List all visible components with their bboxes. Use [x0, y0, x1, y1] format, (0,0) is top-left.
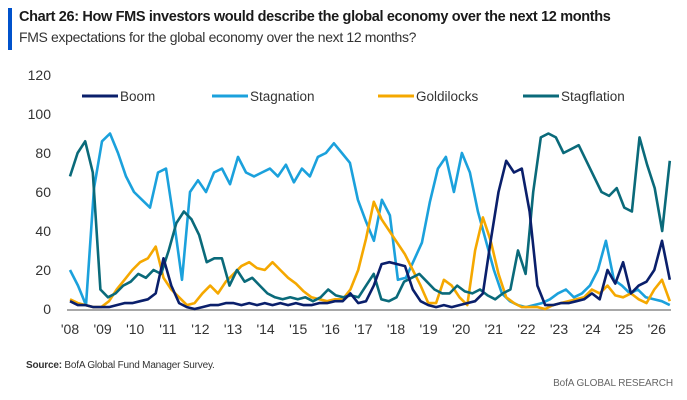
legend: Boom Stagnation Goldilocks Stagflation: [82, 89, 625, 104]
x-tick-label: '23: [550, 321, 568, 337]
x-tick-label: '16: [322, 321, 340, 337]
y-tick-label: 0: [43, 301, 51, 317]
y-tick-label: 20: [35, 262, 51, 278]
series-lines: [68, 132, 672, 311]
x-tick-label: '22: [517, 321, 535, 337]
y-tick-label: 80: [35, 145, 51, 161]
x-tick-label: '25: [615, 321, 633, 337]
series-line-goldilocks: [69, 200, 672, 311]
x-tick-label: '10: [126, 321, 144, 337]
series-line-stagflation: [68, 132, 672, 303]
x-axis-ticks: '08 '09 '10 '11 '12 '13 '14 '15 '16 '17 '18 '19 '20 '…: [61, 321, 666, 337]
line-chart: 0 20 40 60 80 100 120 '08 '09 '10 '11 '12 '13 '14 '15…: [28, 67, 672, 337]
x-tick-label: '08: [61, 321, 79, 337]
x-tick-label: '21: [485, 321, 503, 337]
legend-label-stagnation: Stagnation: [250, 89, 315, 104]
series-line-boom: [69, 159, 672, 311]
x-tick-label: '11: [159, 321, 176, 337]
y-tick-label: 60: [35, 184, 51, 200]
chart-subtitle: FMS expectations for the global economy …: [19, 29, 417, 45]
x-tick-label: '24: [582, 321, 600, 337]
y-axis-ticks: 0 20 40 60 80 100 120: [28, 67, 52, 317]
title-accent-bar: [8, 8, 12, 50]
series-line-stagnation: [68, 132, 671, 309]
y-tick-label: 100: [28, 106, 52, 122]
brand-label: BofA GLOBAL RESEARCH: [553, 378, 673, 389]
x-tick-label: '13: [224, 321, 242, 337]
legend-label-stagflation: Stagflation: [561, 89, 625, 104]
source-note: Source: BofA Global Fund Manager Survey.: [26, 360, 215, 371]
source-text: BofA Global Fund Manager Survey.: [61, 360, 215, 371]
x-tick-label: '20: [452, 321, 470, 337]
y-tick-label: 40: [35, 223, 51, 239]
legend-label-goldilocks: Goldilocks: [416, 89, 479, 104]
y-tick-label: 120: [28, 67, 52, 83]
source-label: Source:: [26, 360, 62, 371]
chart-title: Chart 26: How FMS investors would descri…: [19, 9, 611, 25]
x-tick-label: '26: [648, 321, 666, 337]
x-tick-label: '18: [387, 321, 405, 337]
x-tick-label: '14: [256, 321, 274, 337]
x-tick-label: '15: [289, 321, 307, 337]
legend-label-boom: Boom: [120, 89, 155, 104]
x-tick-label: '19: [419, 321, 437, 337]
x-tick-label: '17: [354, 321, 372, 337]
x-tick-label: '09: [93, 321, 111, 337]
x-tick-label: '12: [191, 321, 209, 337]
